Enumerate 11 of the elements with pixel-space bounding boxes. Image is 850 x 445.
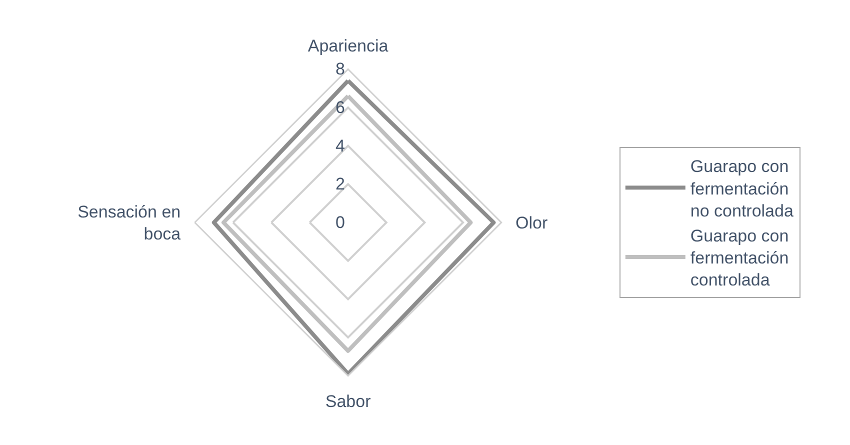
y-tick-label: 8 xyxy=(336,60,345,79)
legend-label: Guarapo con fermentación controlada xyxy=(690,226,789,290)
spoke-label: Sabor xyxy=(325,392,372,411)
y-tick-label: 6 xyxy=(336,98,345,118)
spoke-label: Olor xyxy=(516,213,548,232)
spoke-label: Apariencia xyxy=(308,36,389,56)
y-tick-label: 0 xyxy=(336,213,345,232)
legend-label: Guarapo con fermentación no controlada xyxy=(690,157,794,220)
spoke-label: Sensación en boca xyxy=(78,202,182,244)
y-tick-label: 4 xyxy=(336,136,345,156)
y-tick-label: 2 xyxy=(336,174,345,194)
